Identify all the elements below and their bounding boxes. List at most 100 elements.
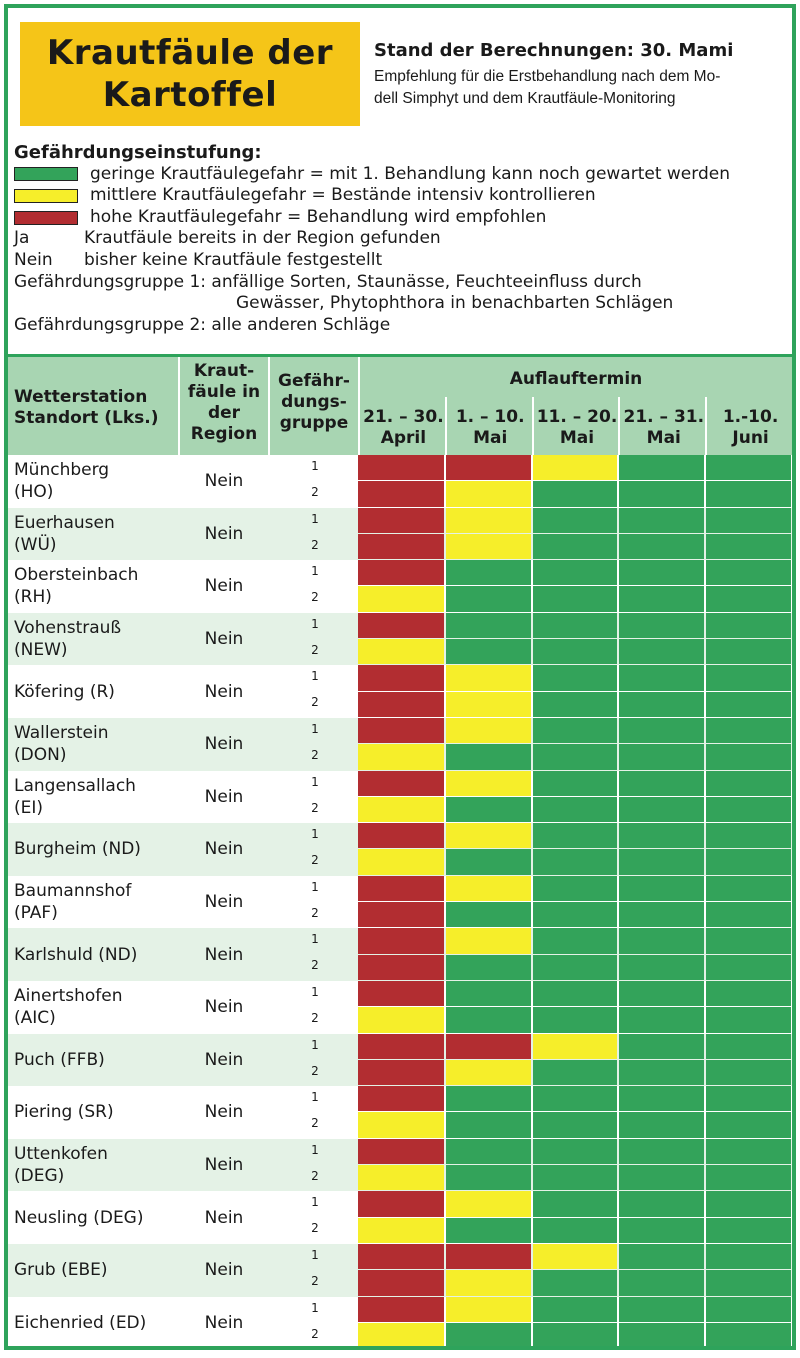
- risk-cell-red: [358, 1191, 444, 1217]
- risk-cell-green: [532, 1270, 618, 1296]
- station-line-1: Köfering (R): [14, 681, 115, 702]
- risk-cell-green: [619, 1165, 705, 1191]
- risk-cell-red: [358, 1243, 444, 1270]
- empfehlung-text: Empfehlung für die Erstbehandlung nach d…: [374, 66, 784, 110]
- risk-cell-green: [445, 980, 531, 1007]
- risk-cell-red: [358, 717, 444, 744]
- risk-cells: [358, 823, 792, 876]
- risk-cells: [358, 770, 792, 824]
- risk-cell-green: [706, 980, 791, 1007]
- risk-cell-green: [445, 849, 531, 875]
- table-row: Obersteinbach (RH) Nein 1 2: [8, 560, 792, 613]
- legend: Gefährdungseinstufung: geringe Krautfäul…: [14, 142, 792, 336]
- risk-cell-green: [532, 902, 618, 928]
- risk-cell-yellow: [358, 1165, 444, 1191]
- risk-cell-green: [532, 586, 618, 612]
- risk-cell-red: [358, 665, 444, 691]
- risk-cell-red: [358, 1059, 444, 1086]
- risk-cell-red: [358, 928, 444, 954]
- table-row: Wallerstein (DON) Nein 1 2: [8, 717, 792, 771]
- header-divider: [618, 397, 621, 455]
- col-station-2: Standort (Lks.): [14, 408, 159, 428]
- col-station-header: Wetterstation Standort (Lks.): [8, 387, 184, 429]
- risk-cell-yellow: [445, 717, 531, 744]
- risk-cell-green: [706, 1059, 791, 1086]
- risk-cell-green: [445, 1165, 531, 1191]
- risk-cell-yellow: [445, 691, 531, 717]
- empfehlung-line-2: dell Simphyt und dem Krautfäule-Monitori…: [374, 90, 676, 107]
- risk-cell-green: [706, 1138, 791, 1165]
- risk-cell-yellow: [445, 533, 531, 560]
- risk-cell-green: [445, 1007, 531, 1033]
- risk-cell-green: [445, 586, 531, 612]
- risk-cell-green: [619, 1322, 705, 1346]
- col-region-header: Kraut- fäule in der Region: [180, 361, 268, 445]
- gruppe-1-label: 1: [311, 879, 319, 894]
- auflauftermin-header: Auflauftermin: [509, 369, 643, 389]
- header-divider: [178, 357, 180, 455]
- risk-cell-green: [706, 665, 791, 691]
- risk-cell-green: [706, 796, 791, 823]
- gruppe-2-label: 2: [311, 800, 319, 815]
- risk-cells: [358, 928, 792, 981]
- region-status: Nein: [204, 734, 244, 755]
- risk-cell-green: [445, 1138, 531, 1165]
- col-gruppe-2: dungs-: [281, 392, 347, 412]
- gruppe-2-label: 2: [311, 1273, 319, 1288]
- risk-cell-red: [358, 1138, 444, 1165]
- region-status: Nein: [204, 1312, 244, 1333]
- risk-cell-green: [619, 455, 705, 481]
- col-gruppe-3: gruppe: [279, 413, 349, 433]
- gruppe-2-label: 2: [311, 695, 319, 710]
- risk-cell-green: [532, 1086, 618, 1112]
- region-status: Nein: [204, 1260, 244, 1281]
- gruppe-1-label: 1: [311, 827, 319, 842]
- region-status: Nein: [204, 892, 244, 913]
- risk-cell-green: [619, 744, 705, 770]
- gruppe-2-label: 2: [311, 642, 319, 657]
- risk-cell-green: [532, 612, 618, 639]
- green-swatch: [14, 167, 78, 182]
- region-status: Nein: [204, 629, 244, 650]
- risk-cell-yellow: [445, 928, 531, 954]
- risk-cell-green: [619, 770, 705, 796]
- risk-cell-red: [445, 455, 531, 481]
- risk-cell-green: [706, 1086, 791, 1112]
- risk-cell-green: [706, 1296, 791, 1322]
- gruppe-2-label: 2: [311, 958, 319, 973]
- risk-cell-green: [706, 1112, 791, 1138]
- header-divider: [705, 397, 708, 455]
- station-line-1: Karlshuld (ND): [14, 944, 138, 965]
- risk-cell-green: [706, 1270, 791, 1296]
- risk-cell-green: [706, 691, 791, 717]
- risk-cell-green: [532, 954, 618, 980]
- gruppe-1-label: 1: [311, 984, 319, 999]
- station-name: Neusling (DEG): [14, 1191, 184, 1244]
- station-name: Ainertshofen (AIC): [14, 981, 184, 1034]
- table-row: Uttenkofen (DEG) Nein 1 2: [8, 1138, 792, 1192]
- legend-gruppe1: Gefährdungsgruppe 1: anfällige Sorten, S…: [14, 271, 642, 292]
- region-status: Nein: [204, 839, 244, 860]
- risk-cells: [358, 1191, 792, 1244]
- risk-cell-yellow: [445, 1191, 531, 1217]
- station-line-1: Burgheim (ND): [14, 839, 141, 860]
- risk-cell-green: [445, 902, 531, 928]
- legend-nein: Nein bisher keine Krautfäule festgestell…: [14, 250, 792, 272]
- risk-cell-yellow: [445, 507, 531, 533]
- title-line-2: Kartoffel: [102, 75, 278, 115]
- risk-cell-red: [358, 1270, 444, 1296]
- period-header: 21. – 30. April: [360, 407, 447, 449]
- region-status: Nein: [204, 786, 244, 807]
- risk-cell-green: [619, 639, 705, 665]
- station-line-1: Puch (FFB): [14, 1049, 105, 1070]
- risk-cell-green: [619, 954, 705, 980]
- legend-gruppe1-cont: Gewässer, Phytophthora in benachbarten S…: [236, 293, 674, 314]
- risk-cell-green: [445, 639, 531, 665]
- risk-cell-green: [706, 928, 791, 954]
- risk-cell-green: [619, 1086, 705, 1112]
- gruppe-1-label: 1: [311, 616, 319, 631]
- risk-cell-green: [619, 1112, 705, 1138]
- risk-cell-green: [706, 902, 791, 928]
- legend-ja-text: Krautfäule bereits in der Region gefunde…: [84, 228, 441, 249]
- station-line-1: Vohenstrauß: [14, 618, 122, 639]
